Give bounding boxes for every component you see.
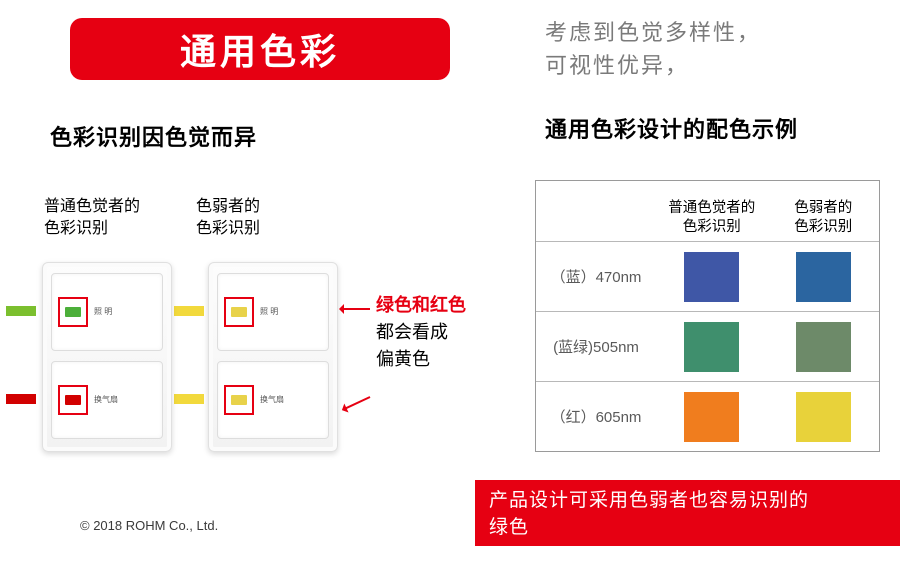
table-head-normal: 普通色觉者的 色彩识别 [668,199,755,237]
led-box [224,385,254,415]
led-icon [65,395,81,405]
table-row: （蓝）470nm [536,241,879,311]
color-swatch [796,322,851,372]
switch-panel-weak: 照 明 换气扇 [208,262,338,452]
sidebar-mid-top [174,306,204,316]
bottom-note: 产品设计可采用色弱者也容易识别的 绿色 [475,480,900,546]
sidebar-left-top [6,306,36,316]
intro-text: 考虑到色觉多样性， 可视性优异， [545,16,761,82]
wavelength-label: （红）605nm [536,406,656,427]
switch-row: 换气扇 [51,361,163,439]
switch-row: 换气扇 [217,361,329,439]
annotation-line: 都会看成 [376,319,466,346]
color-swatch [684,252,739,302]
annotation-highlight: 绿色和红色 [376,292,466,319]
table-row: (蓝绿)505nm [536,311,879,381]
sidebar-mid-bottom [174,394,204,404]
annotation: 绿色和红色 都会看成 偏黄色 [376,292,466,373]
table-header: 普通色觉者的 色彩识别 色弱者的 色彩识别 [536,181,879,241]
label-weak: 色弱者的 色彩识别 [196,196,260,241]
intro-line1: 考虑到色觉多样性， [545,16,761,49]
right-heading: 通用色彩设计的配色示例 [545,112,798,144]
title-badge: 通用色彩 [70,18,450,80]
led-box [224,297,254,327]
color-swatch [796,392,851,442]
led-box [58,385,88,415]
arrow-icon [342,396,370,410]
table-row: （红）605nm [536,381,879,451]
color-swatch [684,322,739,372]
color-swatch [684,392,739,442]
switch-panel-normal: 照 明 换气扇 [42,262,172,452]
wavelength-label: (蓝绿)505nm [536,336,656,357]
wavelength-label: （蓝）470nm [536,266,656,287]
copyright: © 2018 ROHM Co., Ltd. [80,518,218,533]
switch-label: 换气扇 [94,395,156,405]
switch-label: 换气扇 [260,395,322,405]
led-icon [231,395,247,405]
color-table: 普通色觉者的 色彩识别 色弱者的 色彩识别 （蓝）470nm (蓝绿)505nm… [535,180,880,452]
led-icon [65,307,81,317]
sidebar-left-bottom [6,394,36,404]
switch-row: 照 明 [217,273,329,351]
switch-row: 照 明 [51,273,163,351]
intro-line2: 可视性优异， [545,49,761,82]
switch-label: 照 明 [94,307,156,317]
switch-label: 照 明 [260,307,322,317]
bottom-note-line: 绿色 [489,515,886,542]
label-normal: 普通色觉者的 色彩识别 [44,196,140,241]
table-head-weak: 色弱者的 色彩识别 [794,199,852,237]
color-swatch [796,252,851,302]
bottom-note-line: 产品设计可采用色弱者也容易识别的 [489,488,886,515]
led-box [58,297,88,327]
led-icon [231,307,247,317]
annotation-line: 偏黄色 [376,346,466,373]
arrow-icon [340,308,370,310]
left-heading: 色彩识别因色觉而异 [50,120,257,152]
